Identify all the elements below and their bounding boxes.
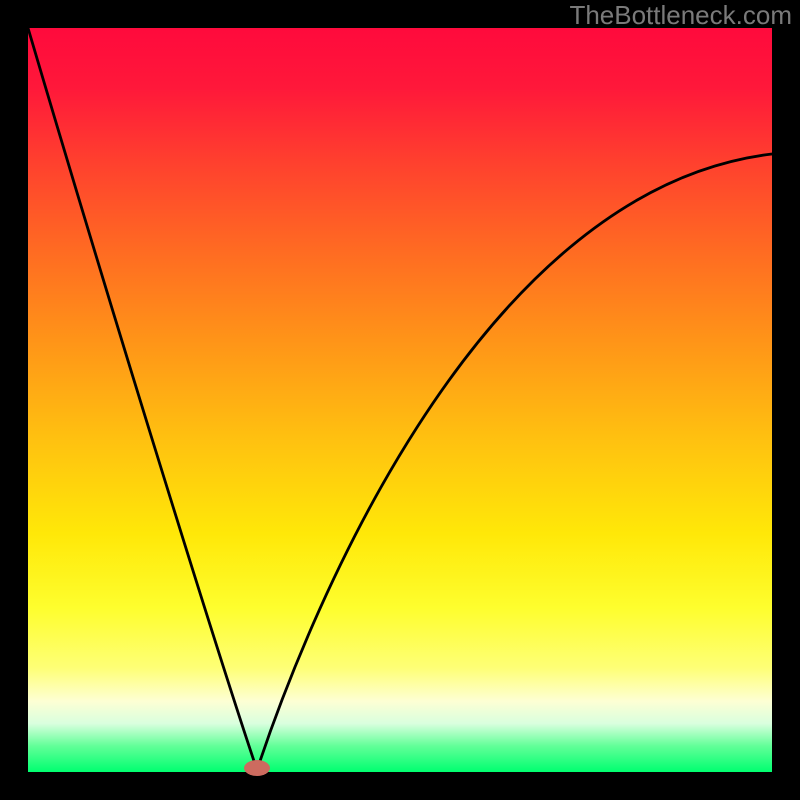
- optimal-point-marker: [244, 760, 270, 776]
- bottleneck-chart: TheBottleneck.com: [0, 0, 800, 800]
- watermark-text: TheBottleneck.com: [569, 0, 792, 30]
